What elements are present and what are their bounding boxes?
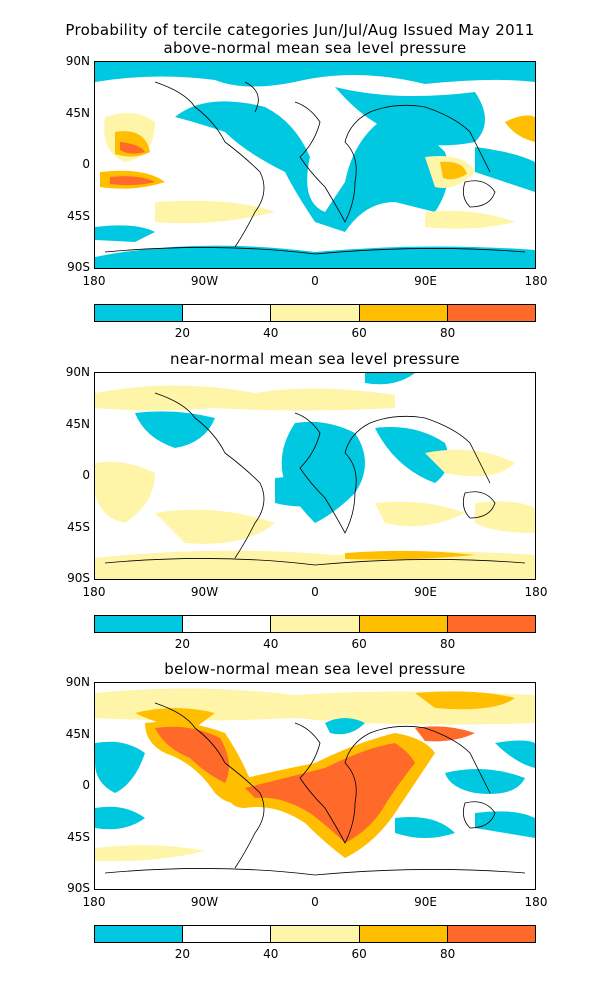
x-tick-label: 180 bbox=[524, 585, 548, 599]
colorbar-swatch bbox=[183, 616, 272, 632]
colorbar-tick-label: 40 bbox=[263, 947, 279, 961]
colorbar-swatch bbox=[271, 616, 360, 632]
y-tick-label: 90N bbox=[65, 365, 90, 379]
panel-title-near: near-normal mean sea level pressure bbox=[170, 350, 460, 368]
x-tick-label: 180 bbox=[524, 895, 548, 909]
y-tick-label: 90S bbox=[67, 881, 90, 895]
y-tick-label: 90S bbox=[67, 260, 90, 274]
x-tick-label: 180 bbox=[82, 274, 106, 288]
x-tick-label: 90E bbox=[414, 274, 437, 288]
colorbar-tick-label: 20 bbox=[174, 326, 191, 340]
colorbar-swatch bbox=[95, 616, 184, 632]
colorbar-swatch bbox=[359, 305, 448, 321]
colorbar-above bbox=[94, 304, 536, 322]
colorbar-tick-label: 40 bbox=[263, 637, 279, 651]
colorbar-swatch bbox=[271, 305, 360, 321]
x-tick-label: 180 bbox=[82, 585, 106, 599]
y-tick-label: 45N bbox=[65, 416, 90, 431]
colorbar-swatch bbox=[95, 305, 184, 321]
map-above-normal bbox=[94, 61, 536, 269]
y-tick-label: 45S bbox=[67, 519, 90, 534]
colorbar-swatch bbox=[447, 305, 536, 321]
y-tick-label: 45S bbox=[67, 208, 90, 223]
x-tick-label: 90E bbox=[414, 895, 437, 909]
x-tick-label: 180 bbox=[82, 895, 106, 909]
y-tick-label: 45N bbox=[65, 726, 90, 741]
colorbar-swatch bbox=[359, 926, 448, 942]
colorbar-tick-label: 20 bbox=[174, 947, 191, 961]
figure-title-line1: Probability of tercile categories Jun/Ju… bbox=[65, 21, 535, 39]
x-tick-label: 90W bbox=[190, 274, 219, 288]
colorbar-swatch bbox=[271, 926, 360, 942]
colorbar-swatch bbox=[95, 926, 184, 942]
figure-title: Probability of tercile categories Jun/Ju… bbox=[0, 22, 600, 39]
colorbar-tick-label: 80 bbox=[439, 947, 456, 961]
x-tick-label: 90W bbox=[190, 585, 219, 599]
colorbar-tick-label: 80 bbox=[439, 326, 456, 340]
y-tick-label: 90N bbox=[65, 675, 90, 689]
panel-title-below: below-normal mean sea level pressure bbox=[164, 660, 466, 678]
x-tick-label: 0 bbox=[311, 895, 319, 909]
y-tick-label: 90S bbox=[67, 571, 90, 585]
panel-title-above: above-normal mean sea level pressure bbox=[163, 39, 467, 57]
colorbar-tick-label: 60 bbox=[351, 947, 367, 961]
y-tick-label: 45N bbox=[65, 105, 90, 120]
colorbar-tick-label: 60 bbox=[351, 326, 367, 340]
x-tick-label: 180 bbox=[524, 274, 548, 288]
colorbar-tick-label: 80 bbox=[439, 637, 456, 651]
x-tick-label: 0 bbox=[311, 585, 319, 599]
x-tick-label: 90W bbox=[190, 895, 219, 909]
map-below-normal bbox=[94, 682, 536, 890]
colorbar-tick-label: 40 bbox=[263, 326, 279, 340]
colorbar-below bbox=[94, 925, 536, 943]
colorbar-swatch bbox=[447, 616, 536, 632]
x-tick-label: 90E bbox=[414, 585, 437, 599]
y-tick-label: 45S bbox=[67, 829, 90, 844]
map-near-normal bbox=[94, 372, 536, 580]
colorbar-tick-label: 60 bbox=[351, 637, 367, 651]
colorbar-swatch bbox=[183, 305, 272, 321]
x-tick-label: 0 bbox=[311, 274, 319, 288]
colorbar-near bbox=[94, 615, 536, 633]
colorbar-swatch bbox=[447, 926, 536, 942]
colorbar-tick-label: 20 bbox=[174, 637, 191, 651]
y-tick-label: 0 bbox=[82, 778, 90, 792]
y-tick-label: 0 bbox=[82, 157, 90, 171]
y-tick-label: 0 bbox=[82, 468, 90, 482]
y-tick-label: 90N bbox=[65, 54, 90, 68]
colorbar-swatch bbox=[359, 616, 448, 632]
colorbar-swatch bbox=[183, 926, 272, 942]
